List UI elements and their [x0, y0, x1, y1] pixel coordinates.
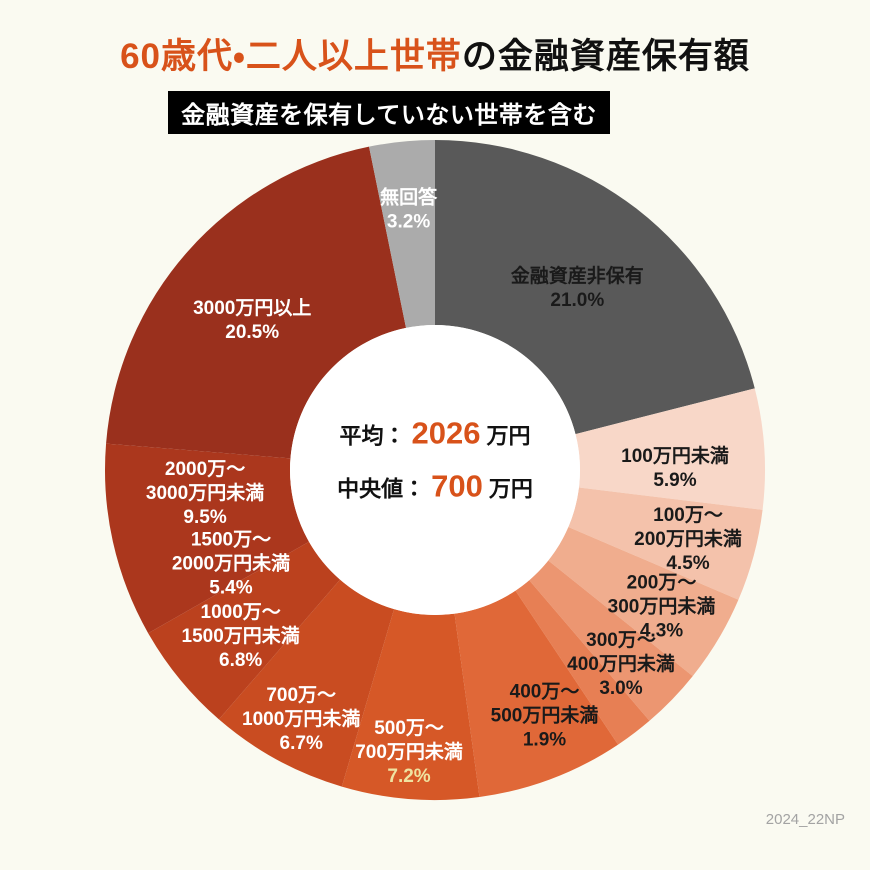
median-value: 700: [431, 468, 483, 504]
median-label: 中央値：: [337, 476, 426, 502]
donut-segment-11: [105, 443, 309, 634]
donut-segment-13: [369, 140, 435, 328]
donut-segment-6: [515, 580, 650, 745]
median-unit: 万円: [488, 476, 533, 502]
subtitle-row: 金融資産を保有していない世帯を含む: [0, 91, 824, 134]
donut-segment-4: [548, 527, 739, 677]
donut-hole: [290, 325, 580, 615]
mean-value: 2026: [411, 415, 481, 451]
mean-stat: 平均： 2026 万円: [339, 416, 530, 452]
segment-label-1: 金融資産非保有 21.0%: [511, 264, 644, 311]
donut-segment-8: [341, 609, 480, 800]
page-title: 60歳代・二人以上世帯の金融資産保有額: [0, 28, 870, 79]
donut-segment-10: [148, 541, 341, 720]
segment-label-8: 700万～ 1000万円未満 6.7%: [242, 685, 360, 754]
donut-segment-9: [218, 579, 395, 787]
title-highlight: 60歳代・二人以上世帯: [120, 37, 462, 76]
segment-label-12: 3000万円以上 20.5%: [193, 297, 311, 343]
donut-segment-7: [454, 590, 619, 797]
donut-segment-5: [529, 560, 693, 721]
segment-label-7: 500万～ 700万円未満 7.2%: [355, 718, 463, 787]
segment-label-4: 200万～ 300万円未満 4.3%: [608, 573, 716, 642]
donut-segment-1: [435, 140, 755, 435]
donut-segment-2: [575, 388, 765, 510]
donut-segment-3: [568, 487, 763, 600]
segment-label-9: 1000万～ 1500万円未満 6.8%: [182, 602, 300, 671]
header: 60歳代・二人以上世帯の金融資産保有額 金融資産を保有していない世帯を含む: [0, 0, 870, 134]
mean-unit: 万円: [486, 423, 531, 449]
segment-label-13: 無回答 3.2%: [380, 185, 438, 232]
segment-label-11: 2000万～ 3000万円未満 9.5%: [146, 459, 264, 528]
center-stats: 平均： 2026 万円 中央値： 700 万円: [337, 416, 533, 505]
segment-label-6: 400万～ 500万円未満 1.9%: [491, 682, 599, 751]
title-rest: の金融資産保有額: [461, 37, 750, 76]
segment-label-5: 300万～ 400万円未満 3.0%: [567, 630, 675, 699]
segment-label-3: 100万～ 200万円未満 4.5%: [634, 505, 742, 574]
median-stat: 中央値： 700 万円: [337, 469, 533, 505]
segment-label-2: 100万円未満 5.9%: [621, 444, 729, 491]
mean-label: 平均：: [339, 423, 406, 449]
donut-segment-12: [106, 146, 407, 459]
watermark: 2024_22NP: [765, 811, 845, 828]
subtitle-badge: 金融資産を保有していない世帯を含む: [168, 91, 610, 134]
segment-label-10: 1500万～ 2000万円未満 5.4%: [172, 529, 290, 598]
